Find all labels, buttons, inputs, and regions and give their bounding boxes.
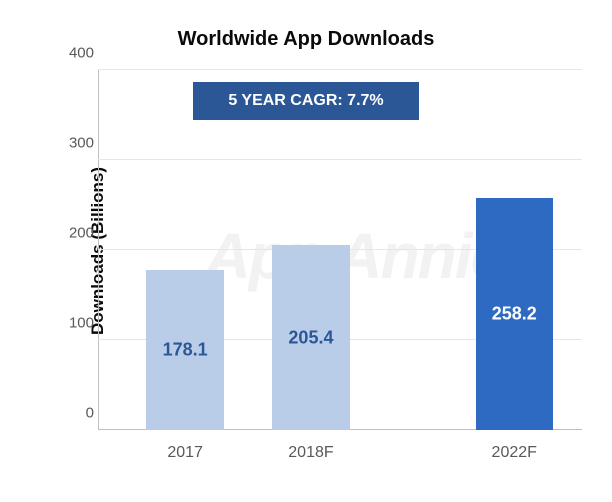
cagr-banner-text: 5 YEAR CAGR: 7.7% bbox=[228, 92, 383, 110]
y-tick-label: 300 bbox=[54, 135, 94, 152]
x-tick-label: 2022F bbox=[437, 444, 592, 462]
y-tick-label: 400 bbox=[54, 45, 94, 62]
bar: 258.2 bbox=[476, 198, 553, 430]
y-tick-label: 0 bbox=[54, 405, 94, 422]
bar: 178.1 bbox=[146, 270, 223, 430]
watermark: App Annie bbox=[204, 219, 504, 293]
plot-area: App Annie 0100200300400178.12017205.4201… bbox=[98, 70, 582, 430]
cagr-banner: 5 YEAR CAGR: 7.7% bbox=[193, 82, 419, 120]
gridline bbox=[98, 159, 582, 160]
bar-value-label: 258.2 bbox=[476, 303, 553, 324]
y-tick-label: 200 bbox=[54, 225, 94, 242]
bar: 205.4 bbox=[272, 245, 349, 430]
gridline bbox=[98, 69, 582, 70]
bar-value-label: 178.1 bbox=[146, 339, 223, 360]
y-axis-line bbox=[98, 70, 99, 430]
y-tick-label: 100 bbox=[54, 315, 94, 332]
chart-container: Worldwide App Downloads Downloads (Billi… bbox=[0, 0, 612, 502]
x-tick-label: 2018F bbox=[234, 444, 389, 462]
bar-value-label: 205.4 bbox=[272, 327, 349, 348]
